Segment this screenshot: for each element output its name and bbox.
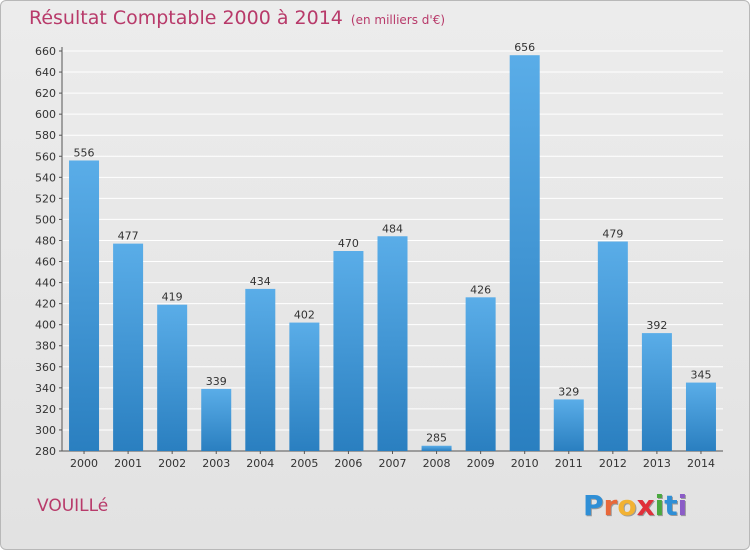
- value-label-2004: 434: [250, 275, 271, 288]
- value-label-2010: 656: [514, 41, 535, 54]
- x-tick-label: 2010: [511, 457, 539, 470]
- logo-letter: P: [583, 489, 604, 522]
- y-tick-label: 460: [35, 256, 56, 269]
- value-label-2002: 419: [162, 291, 183, 304]
- chart-subtitle: (en milliers d'€): [350, 13, 446, 27]
- bar-2002: [157, 304, 188, 451]
- chart-title: Résultat Comptable 2000 à 2014 (en millie…: [29, 7, 445, 29]
- value-label-2013: 392: [646, 319, 667, 332]
- logo-letter: i: [677, 489, 688, 522]
- x-tick-label: 2014: [687, 457, 715, 470]
- x-tick-label: 2007: [379, 457, 407, 470]
- x-tick-label: 2011: [555, 457, 583, 470]
- x-tick-label: 2004: [246, 457, 274, 470]
- bar-2008: [421, 445, 452, 451]
- x-tick-label: 2005: [290, 457, 318, 470]
- chart-title-text: Résultat Comptable 2000 à 2014: [29, 7, 343, 29]
- bar-2005: [289, 322, 320, 451]
- y-tick-label: 360: [35, 361, 56, 374]
- value-label-2005: 402: [294, 309, 315, 322]
- x-tick-label: 2001: [114, 457, 142, 470]
- y-tick-label: 500: [35, 213, 56, 226]
- y-tick-label: 600: [35, 108, 56, 121]
- bar-2012: [597, 241, 628, 451]
- value-label-2009: 426: [470, 283, 491, 296]
- logo-letter: o: [617, 489, 637, 522]
- y-tick-label: 300: [35, 424, 56, 437]
- x-tick-label: 2008: [423, 457, 451, 470]
- y-tick-label: 380: [35, 340, 56, 353]
- bar-2007: [377, 236, 408, 451]
- y-tick-label: 340: [35, 382, 56, 395]
- x-tick-label: 2000: [70, 457, 98, 470]
- y-tick-label: 440: [35, 277, 56, 290]
- value-label-2000: 556: [74, 146, 95, 159]
- commune-name: VOUILLé: [37, 496, 109, 516]
- bar-2010: [509, 55, 540, 452]
- bar-2014: [685, 382, 716, 451]
- x-tick-label: 2002: [158, 457, 186, 470]
- value-label-2014: 345: [690, 369, 711, 382]
- bar-2003: [201, 388, 232, 451]
- value-label-2001: 477: [118, 230, 139, 243]
- x-tick-label: 2013: [643, 457, 671, 470]
- y-tick-label: 480: [35, 234, 56, 247]
- bars: [69, 55, 716, 452]
- logo-letter: t: [664, 489, 678, 522]
- bar-2009: [465, 297, 496, 451]
- bar-2000: [69, 160, 100, 451]
- bar-2004: [245, 288, 276, 451]
- bar-2011: [553, 399, 584, 451]
- logo-letter: i: [654, 489, 665, 522]
- value-label-2011: 329: [558, 385, 579, 398]
- y-tick-label: 400: [35, 319, 56, 332]
- bar-2001: [113, 243, 144, 451]
- y-tick-label: 560: [35, 150, 56, 163]
- proxiti-logo: Proxiti: [583, 489, 687, 522]
- y-tick-label: 280: [35, 445, 56, 458]
- x-tick-label: 2006: [334, 457, 362, 470]
- logo-letter: r: [603, 489, 618, 522]
- axes: 280 300 320 340 360 380 400 420 440 460 480 500 520 5…: [35, 45, 723, 470]
- value-label-2008: 285: [426, 432, 447, 445]
- y-tick-label: 540: [35, 171, 56, 184]
- y-tick-label: 580: [35, 129, 56, 142]
- x-tick-label: 2009: [467, 457, 495, 470]
- value-label-2006: 470: [338, 237, 359, 250]
- y-tick-label: 620: [35, 87, 56, 100]
- y-tick-label: 640: [35, 66, 56, 79]
- y-tick-label: 420: [35, 298, 56, 311]
- value-label-2007: 484: [382, 222, 403, 235]
- x-tick-label: 2012: [599, 457, 627, 470]
- value-label-2003: 339: [206, 375, 227, 388]
- y-tick-label: 320: [35, 403, 56, 416]
- y-tick-label: 520: [35, 192, 56, 205]
- value-label-2012: 479: [602, 228, 623, 241]
- y-tick-label: 660: [35, 45, 56, 58]
- logo-letter: x: [636, 489, 655, 522]
- x-tick-label: 2003: [202, 457, 230, 470]
- bar-2013: [641, 333, 672, 451]
- value-labels: 556 477 419 339 434 402 470 484 285 426 656 329 479 3…: [74, 41, 712, 445]
- bar-2006: [333, 251, 364, 451]
